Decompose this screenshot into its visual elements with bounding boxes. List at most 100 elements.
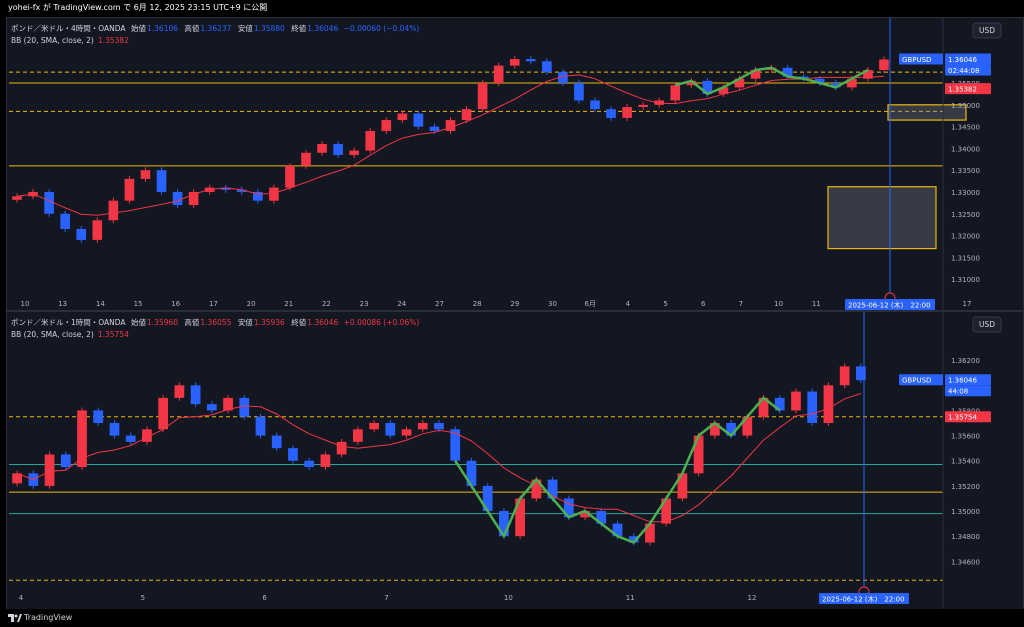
y-tick-label: 1.34000 (951, 145, 980, 153)
candle-up (750, 69, 761, 79)
candle-up (531, 479, 542, 499)
symbol-tag-bg (899, 374, 943, 386)
candle-down (558, 72, 568, 84)
footer: TradingView (0, 609, 1024, 627)
candle-up (381, 120, 392, 131)
wave-line (454, 396, 781, 544)
candle-up (654, 100, 665, 105)
y-tick-label: 1.33500 (951, 167, 980, 175)
candle-down (542, 61, 552, 73)
y-tick-label: 1.35200 (951, 483, 980, 491)
zone-box (827, 186, 937, 250)
candle-down (333, 144, 343, 155)
x-tick-label: 4 (19, 594, 24, 602)
tradingview-brand: TradingView (24, 613, 73, 622)
x-tick-label: 7 (739, 300, 743, 308)
last-price-tag: 1.36046 (948, 56, 977, 64)
candle-up (477, 83, 488, 110)
candle-down (525, 59, 536, 62)
chart-4h-svg[interactable]: 1.355001.350001.345001.340001.335001.330… (7, 18, 1023, 310)
candle-up (493, 65, 504, 84)
legend-title: ポンド／米ドル・4時間・OANDA (11, 23, 126, 33)
y-tick-label: 1.31000 (951, 276, 980, 284)
candle-up (823, 385, 834, 424)
y-tick-label: 1.32000 (951, 233, 980, 241)
candle-down (93, 410, 104, 424)
bb-value-tag: 1.35754 (948, 414, 977, 422)
candle-up (461, 109, 472, 121)
candle-up (417, 423, 428, 430)
last-price-tag-bg (945, 53, 991, 65)
x-tick-label: 10 (774, 300, 783, 308)
bb-legend: BB (20, SMA, close, 2) 1.35382 (11, 36, 129, 45)
x-tick-label: 14 (96, 300, 105, 308)
y-tick-label: 1.35000 (951, 508, 980, 516)
y-tick-label: 1.33000 (951, 189, 980, 197)
candle-down (606, 109, 616, 118)
zone-box (887, 104, 967, 121)
candle-down (612, 523, 623, 537)
candle-up (223, 397, 233, 411)
x-tick-label: 7 (384, 594, 388, 602)
candle-down (814, 78, 825, 84)
candle-up (140, 170, 151, 179)
y-tick-label: 1.31500 (951, 254, 980, 262)
candle-down (596, 511, 607, 524)
candle-up (317, 144, 327, 153)
wave-line (674, 66, 869, 96)
x-tick-label: 6月 (584, 300, 595, 308)
candle-up (742, 416, 753, 436)
candle-up (686, 80, 697, 86)
x-tick-label: 11 (626, 594, 635, 602)
candle-up (515, 498, 525, 537)
candle-down (125, 435, 136, 442)
chart-1h-svg[interactable]: 1.362001.358001.356001.354001.352001.350… (7, 312, 1023, 610)
currency-button[interactable] (972, 22, 1002, 39)
candle-down (429, 126, 440, 131)
x-tick-label: 30 (548, 300, 557, 308)
x-tick-label: 11 (812, 300, 821, 308)
candle-up (645, 523, 655, 543)
countdown-tag-bg (945, 385, 991, 397)
chart-pane-4h[interactable]: 1.355001.350001.345001.340001.335001.330… (6, 17, 1024, 311)
candle-down (156, 170, 167, 192)
x-tick-label: 20 (247, 300, 256, 308)
x-tick-label: 5 (141, 594, 145, 602)
candle-up (863, 69, 873, 79)
candle-up (758, 397, 769, 417)
symbol-tag-bg (899, 53, 943, 65)
candle-up (124, 178, 135, 201)
y-tick-label: 1.35000 (951, 102, 980, 110)
candle-up (174, 385, 185, 398)
candle-down (60, 213, 71, 229)
candle-up (397, 113, 408, 121)
candle-up (320, 454, 331, 468)
symbol-tag: GBPUSD (902, 377, 931, 385)
legend-ohlc: 始値1.36106 高値1.36237 安値1.35880 終値1.36046 … (131, 23, 419, 33)
last-price-tag-bg (945, 374, 991, 386)
candle-up (445, 120, 456, 131)
x-tick-label: 16 (171, 300, 180, 308)
bb-basis-line (16, 74, 885, 216)
candle-down (253, 191, 263, 201)
candle-up (718, 87, 729, 94)
candle-up (879, 59, 889, 70)
x-tick-label: 12 (748, 594, 757, 602)
x-tick-label: 10 (21, 300, 30, 308)
candle-up (353, 429, 363, 442)
currency-button[interactable] (972, 316, 1002, 333)
candle-down (206, 404, 217, 411)
bb-value-tag-bg (945, 411, 991, 423)
candle-up (661, 498, 672, 524)
candle-up (142, 429, 152, 442)
x-tick-label: 24 (397, 300, 406, 308)
crosshair-date-tag: 2025-06-12 (木) 22:00 (822, 595, 905, 604)
candle-down (288, 448, 298, 461)
chart-pane-1h[interactable]: 1.362001.358001.356001.354001.352001.350… (6, 311, 1024, 611)
candle-down (172, 191, 183, 206)
y-tick-label: 1.36200 (951, 357, 980, 365)
x-tick-label: 22 (322, 300, 331, 308)
candle-down (239, 397, 250, 417)
candle-up (188, 191, 199, 206)
candle-up (92, 220, 103, 240)
